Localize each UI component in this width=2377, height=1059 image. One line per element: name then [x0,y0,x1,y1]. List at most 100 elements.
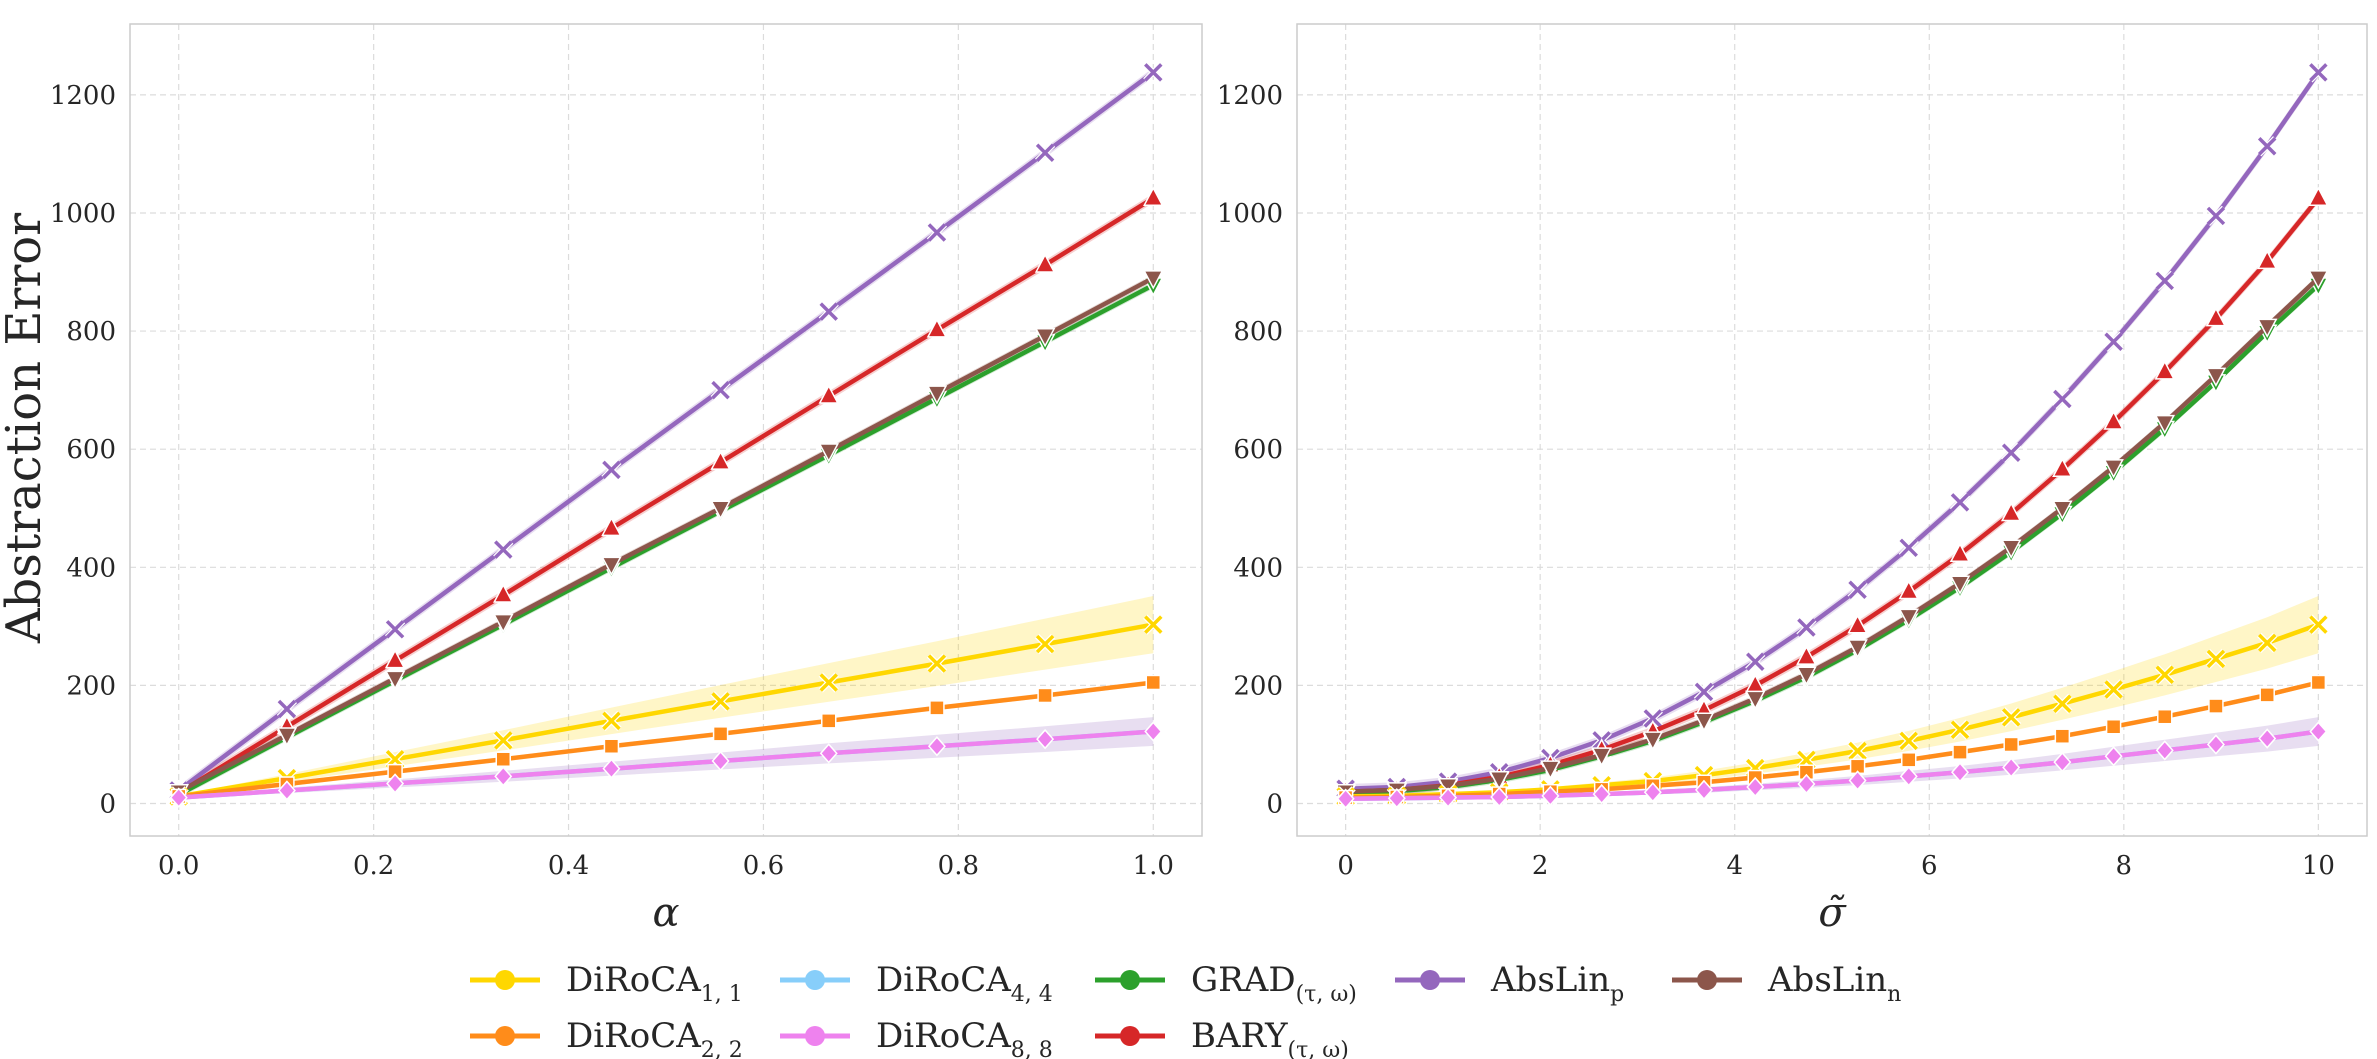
point-AbsLinN [2103,459,2124,479]
point-AbsLinN [2052,500,2073,520]
point-AbsLinN [926,385,948,405]
point-DiRoCA88 [2053,752,2072,773]
legend-swatch-marker [1120,970,1140,990]
point-DiRoCA88 [1336,788,1355,809]
legend-swatch-marker [495,970,515,990]
point-BARY [1847,614,1868,634]
point-DiRoCA88 [1387,788,1406,809]
legend-swatch-marker [805,970,825,990]
point-DiRoCA88 [1797,773,1816,795]
plot-frame [1296,23,2368,837]
y-tick-label: 400 [1233,553,1283,583]
point-AbsLinP [1694,682,1714,702]
y-tick-label: 600 [1233,435,1283,465]
point-AbsLinP [2206,206,2226,226]
point-DiRoCA22 [1900,752,1917,768]
point-DiRoCA88 [1951,762,1970,783]
y-tick-label: 800 [66,317,116,347]
plot-frame [129,23,1203,837]
point-AbsLinN [2154,414,2176,435]
point-AbsLinN [1693,712,1715,732]
x-tick-label: 0.2 [353,851,394,881]
point-AbsLinP [2155,271,2175,291]
x-tick-label: 6 [1921,851,1938,881]
point-DiRoCA88 [1439,787,1458,808]
point-AbsLinN [276,727,298,747]
point-AbsLinN [601,556,622,576]
point-AbsLinN [1847,639,1868,659]
x-axis-label: α [652,890,679,936]
x-tick-label: 2 [1532,851,1549,881]
legend-label: DiRoCA4, 4 [876,960,1053,1007]
point-DiRoCA11 [602,711,621,731]
point-BARY [926,318,948,338]
point-AbsLinN [1488,770,1510,791]
point-DiRoCA88 [2155,740,2174,761]
point-DiRoCA11 [1848,741,1867,761]
point-BARY [2154,360,2176,380]
point-AbsLinN [1540,760,1561,780]
line-AbsLinN [177,275,1155,794]
x-tick-label: 0.8 [938,851,979,881]
y-tick-label: 0 [1266,790,1283,820]
legend-item-GRAD: GRAD(τ, ω) [1095,960,1357,1007]
legend-swatch-marker [805,1026,825,1046]
point-DiRoCA88 [1592,783,1611,805]
point-BARY [1796,645,1817,665]
point-AbsLinP [1746,652,1765,672]
legend-item-AbsLinP: AbsLinp [1395,960,1624,1007]
point-AbsLinN [2256,318,2278,338]
point-DiRoCA88 [1746,776,1765,798]
point-DiRoCA22 [1145,674,1162,691]
legend: DiRoCA1, 1 DiRoCA2, 2 DiRoCA4, 4 DiRoCA8, 8… [470,960,1901,1059]
point-AbsLinN [493,613,514,634]
point-DiRoCA88 [1848,770,1867,791]
point-DiRoCA22 [2105,718,2122,735]
point-DiRoCA88 [2206,734,2225,755]
point-BARY [2000,501,2022,522]
band-DiRoCA88 [178,717,1154,799]
legend-item-DiRoCA22: DiRoCA2, 2 [470,1016,743,1059]
x-tick-label: 0.0 [158,851,199,881]
point-BARY [710,450,731,470]
point-DiRoCA11 [494,731,513,750]
series-DiRoCA88 [1336,721,2328,809]
point-DiRoCA22 [2157,708,2173,725]
point-DiRoCA11 [2001,708,2021,727]
y-tick-label: 1000 [1217,199,1283,229]
point-DiRoCA88 [169,787,188,808]
point-BARY [601,516,622,537]
point-DiRoCA88 [1694,779,1713,801]
line-DiRoCA22 [178,680,1154,799]
point-DiRoCA88 [2258,728,2277,749]
series-AbsLinP [168,62,1164,801]
point-AbsLinP [385,620,405,639]
legend-label: AbsLinn [1767,960,1901,1007]
y-tick-label: 800 [1233,317,1283,347]
line-BARY [177,196,1155,795]
legend-label: AbsLinp [1490,960,1624,1007]
point-AbsLinN [818,443,839,463]
y-tick-label: 1200 [1217,81,1283,111]
point-BARY [2308,186,2329,206]
y-tick-label: 600 [66,435,116,465]
point-AbsLinP [1950,493,1970,512]
point-DiRoCA11 [927,654,947,673]
line-DiRoCA11 [178,622,1154,799]
legend-item-DiRoCA44: DiRoCA4, 4 [780,960,1053,1007]
point-DiRoCA88 [1490,786,1509,808]
point-AbsLinP [2309,63,2328,82]
x-tick-label: 0.6 [743,851,784,881]
point-BARY [2052,457,2073,478]
legend-swatch-marker [495,1026,515,1046]
line-AbsLinN [1345,276,2320,794]
point-AbsLinP [2001,443,2021,462]
point-DiRoCA22 [2054,728,2071,744]
point-BARY [2103,410,2124,430]
point-DiRoCA88 [2002,757,2021,778]
point-DiRoCA11 [2155,665,2175,685]
series-BARY [1335,186,2329,800]
point-AbsLinP [927,223,947,242]
point-DiRoCA11 [2257,633,2277,653]
